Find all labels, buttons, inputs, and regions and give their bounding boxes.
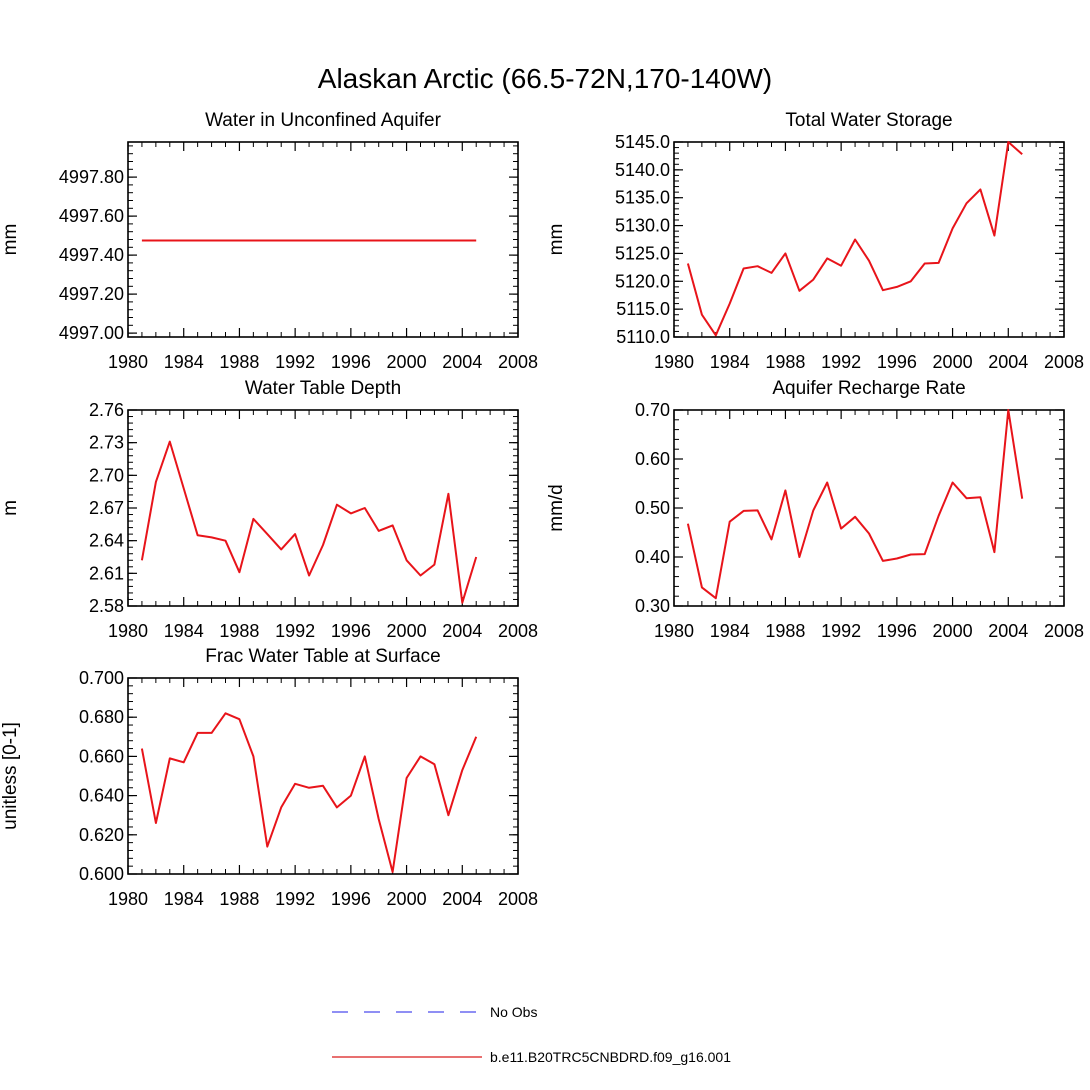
y-axis-label: m	[0, 500, 21, 516]
x-tick-label: 1988	[219, 889, 259, 909]
y-tick-label: 0.680	[79, 707, 124, 727]
y-tick-label: 2.70	[89, 465, 124, 485]
x-tick-label: 1996	[331, 621, 371, 641]
y-tick-label: 0.30	[635, 596, 670, 616]
x-tick-label: 2004	[988, 621, 1028, 641]
panel-title: Total Water Storage	[785, 110, 952, 131]
legend-entry: No Obs	[332, 1004, 537, 1020]
y-tick-label: 0.620	[79, 825, 124, 845]
series-line	[140, 440, 478, 604]
legend-label: b.e11.B20TRC5CNBDRD.f09_g16.001	[490, 1049, 731, 1065]
series-line	[686, 409, 1024, 600]
x-tick-label: 1980	[654, 352, 694, 372]
x-tick-label: 1980	[654, 621, 694, 641]
x-tick-label: 1988	[765, 352, 805, 372]
y-tick-label: 0.40	[635, 547, 670, 567]
y-tick-label: 5130.0	[615, 216, 670, 236]
x-tick-label: 1996	[877, 352, 917, 372]
y-axis-label: mm/d	[546, 484, 567, 532]
y-tick-label: 0.50	[635, 498, 670, 518]
x-tick-label: 1980	[108, 621, 148, 641]
x-tick-label: 2000	[933, 621, 973, 641]
y-tick-label: 5135.0	[615, 188, 670, 208]
x-tick-label: 1980	[108, 889, 148, 909]
y-tick-label: 5110.0	[616, 327, 670, 347]
y-tick-label: 4997.40	[59, 245, 124, 265]
panel-2: Total Water Storage mm 1980 1984 1988 1992 199…	[546, 110, 1084, 372]
legend-entry: b.e11.B20TRC5CNBDRD.f09_g16.001	[332, 1049, 731, 1065]
panel-title: Water in Unconfined Aquifer	[205, 110, 442, 131]
x-tick-label: 2008	[498, 889, 538, 909]
panels: Water in Unconfined Aquifer mm 1980 1984 198…	[0, 110, 1084, 909]
y-tick-label: 4997.60	[59, 206, 124, 226]
panel-3: Water Table Depth m 1980 1984 1988 1992 1996 20…	[0, 378, 538, 641]
x-tick-label: 1980	[108, 352, 148, 372]
y-tick-label: 5120.0	[615, 271, 670, 291]
y-tick-label: 2.61	[89, 563, 124, 583]
x-tick-label: 1984	[164, 621, 204, 641]
y-tick-label: 2.58	[89, 596, 124, 616]
x-tick-label: 1988	[765, 621, 805, 641]
x-tick-label: 2008	[1044, 352, 1084, 372]
x-tick-label: 1996	[331, 889, 371, 909]
legend: No Obs b.e11.B20TRC5CNBDRD.f09_g16.001	[332, 1004, 731, 1065]
x-tick-label: 1992	[821, 621, 861, 641]
y-tick-label: 4997.00	[59, 323, 124, 343]
plot-frame	[673, 141, 1065, 338]
series-line	[686, 141, 1023, 337]
series-line	[140, 712, 478, 873]
x-tick-label: 2008	[1044, 621, 1084, 641]
x-tick-label: 1984	[710, 352, 750, 372]
x-tick-label: 1992	[275, 889, 315, 909]
x-tick-label: 1992	[821, 352, 861, 372]
y-tick-label: 5140.0	[615, 160, 670, 180]
x-tick-label: 2004	[442, 352, 482, 372]
x-tick-label: 1992	[275, 621, 315, 641]
y-tick-label: 0.60	[635, 449, 670, 469]
panel-5: Frac Water Table at Surface unitless [0-1…	[0, 646, 538, 909]
y-tick-label: 0.70	[635, 400, 670, 420]
panel-title: Aquifer Recharge Rate	[772, 378, 965, 399]
y-tick-label: 0.640	[79, 786, 124, 806]
y-tick-label: 0.700	[79, 668, 124, 688]
x-tick-label: 2008	[498, 352, 538, 372]
y-tick-label: 0.660	[79, 746, 124, 766]
x-tick-label: 2008	[498, 621, 538, 641]
x-tick-label: 2004	[442, 889, 482, 909]
x-tick-label: 2000	[387, 621, 427, 641]
x-tick-label: 1984	[710, 621, 750, 641]
x-tick-label: 2004	[988, 352, 1028, 372]
x-tick-label: 1984	[164, 352, 204, 372]
y-tick-label: 4997.20	[59, 284, 124, 304]
x-tick-label: 1988	[219, 621, 259, 641]
figure-title: Alaskan Arctic (66.5-72N,170-140W)	[318, 63, 772, 94]
y-tick-label: 5115.0	[616, 299, 670, 319]
y-tick-label: 2.64	[89, 531, 124, 551]
x-tick-label: 2000	[387, 889, 427, 909]
panel-title: Water Table Depth	[245, 378, 401, 399]
x-tick-label: 1996	[877, 621, 917, 641]
y-tick-label: 2.67	[89, 498, 124, 518]
y-tick-label: 5125.0	[615, 243, 670, 263]
legend-label: No Obs	[490, 1004, 537, 1020]
x-tick-label: 1988	[219, 352, 259, 372]
y-axis-label: unitless [0-1]	[0, 722, 21, 830]
y-tick-label: 4997.80	[59, 167, 124, 187]
y-axis-label: mm	[0, 224, 21, 256]
x-tick-label: 2000	[387, 352, 427, 372]
y-axis-label: mm	[546, 224, 567, 256]
x-tick-label: 1992	[275, 352, 315, 372]
y-tick-label: 2.76	[89, 400, 124, 420]
panel-title: Frac Water Table at Surface	[205, 646, 441, 667]
x-tick-label: 2004	[442, 621, 482, 641]
y-tick-label: 0.600	[79, 864, 124, 884]
x-tick-label: 1984	[164, 889, 204, 909]
y-tick-label: 2.73	[89, 433, 124, 453]
panel-1: Water in Unconfined Aquifer mm 1980 1984 198…	[0, 110, 538, 372]
x-tick-label: 2000	[933, 352, 973, 372]
panel-4: Aquifer Recharge Rate mm/d 1980 1984 1988 199…	[546, 378, 1084, 641]
x-tick-label: 1996	[331, 352, 371, 372]
y-tick-label: 5145.0	[615, 132, 670, 152]
